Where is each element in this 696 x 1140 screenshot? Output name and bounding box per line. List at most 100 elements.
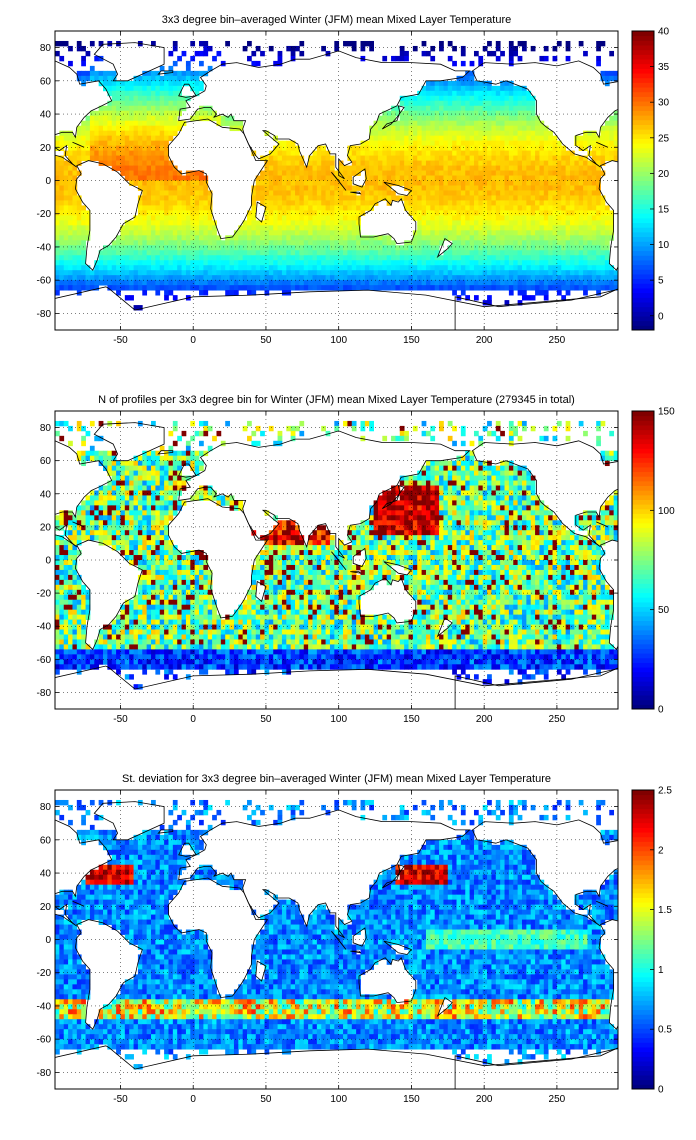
data-cell xyxy=(373,190,379,196)
data-cell xyxy=(325,230,331,236)
data-cell xyxy=(513,250,519,256)
data-cell xyxy=(133,115,139,122)
data-cell xyxy=(68,190,73,196)
data-cell xyxy=(417,210,422,216)
data-cell xyxy=(172,70,178,77)
data-cell xyxy=(447,105,453,112)
data-cell xyxy=(159,215,165,221)
data-cell xyxy=(596,55,601,62)
data-cell xyxy=(591,270,597,276)
data-cell xyxy=(129,225,134,231)
data-cell xyxy=(417,475,422,481)
data-cell xyxy=(539,150,545,156)
data-cell xyxy=(417,215,422,221)
data-cell xyxy=(465,255,471,261)
data-cell xyxy=(199,490,204,496)
data-cell xyxy=(473,175,479,181)
data-cell xyxy=(190,55,196,62)
colorbar-step xyxy=(632,91,654,97)
data-cell xyxy=(583,205,588,211)
data-cell xyxy=(478,230,484,236)
data-cell xyxy=(513,210,519,216)
data-cell xyxy=(404,240,409,246)
data-cell xyxy=(295,220,300,226)
data-cell xyxy=(430,105,436,112)
data-cell xyxy=(76,420,82,427)
data-cell xyxy=(443,90,449,97)
data-cell xyxy=(277,225,283,231)
data-cell xyxy=(94,115,100,122)
data-cell xyxy=(452,275,457,281)
data-cell xyxy=(281,205,287,211)
data-cell xyxy=(273,180,278,186)
data-cell xyxy=(356,265,361,271)
data-cell xyxy=(434,240,440,246)
data-cell xyxy=(447,210,453,216)
data-cell xyxy=(412,170,418,176)
data-cell xyxy=(81,125,86,132)
data-cell xyxy=(242,265,248,271)
data-cell xyxy=(177,450,182,457)
data-cell xyxy=(382,145,388,151)
data-cell xyxy=(325,205,331,211)
data-cell xyxy=(129,220,134,226)
data-cell xyxy=(517,495,523,501)
data-cell xyxy=(382,190,388,196)
data-cell xyxy=(107,285,113,291)
data-cell xyxy=(517,225,523,231)
data-cell xyxy=(159,190,165,196)
data-cell xyxy=(517,120,523,127)
data-cell xyxy=(85,450,91,457)
data-cell xyxy=(155,230,161,236)
data-cell xyxy=(412,145,418,151)
coastline xyxy=(178,83,197,98)
data-cell xyxy=(565,150,571,156)
data-cell xyxy=(443,155,449,161)
data-cell xyxy=(137,305,143,311)
data-cell xyxy=(452,475,457,481)
data-cell xyxy=(85,120,91,127)
data-cell xyxy=(281,190,287,196)
data-cell xyxy=(72,215,78,221)
colorbar-step xyxy=(632,217,654,224)
data-cell xyxy=(521,245,527,251)
data-cell xyxy=(81,225,86,231)
data-cell xyxy=(591,250,597,256)
data-cell xyxy=(55,40,60,47)
data-cell xyxy=(325,170,331,176)
data-cell xyxy=(168,250,174,256)
data-cell xyxy=(260,275,265,281)
data-cell xyxy=(417,470,422,476)
data-cell xyxy=(452,470,457,476)
data-cell xyxy=(255,240,261,246)
data-cell xyxy=(247,255,252,261)
data-cell xyxy=(395,280,401,286)
data-cell xyxy=(111,165,117,171)
data-cell xyxy=(508,150,514,156)
data-cell xyxy=(68,275,73,281)
data-cell xyxy=(596,250,601,256)
data-cell xyxy=(295,275,300,281)
data-cell xyxy=(465,155,471,161)
data-cell xyxy=(456,455,462,462)
data-cell xyxy=(452,105,457,112)
data-cell xyxy=(295,270,300,276)
data-cell xyxy=(430,480,436,486)
data-cell xyxy=(203,45,209,52)
data-cell xyxy=(264,200,270,206)
data-cell xyxy=(530,100,536,107)
data-cell xyxy=(190,275,196,281)
data-cell xyxy=(185,215,191,221)
data-cell xyxy=(85,225,91,231)
data-cell xyxy=(561,165,567,171)
data-cell xyxy=(233,240,239,246)
data-cell xyxy=(129,250,134,256)
data-cell xyxy=(399,175,405,181)
data-cell xyxy=(421,160,427,166)
data-cell xyxy=(360,285,366,291)
data-cell xyxy=(530,485,536,491)
data-cell xyxy=(478,220,484,226)
data-cell xyxy=(203,270,209,276)
colorbar-step xyxy=(632,306,654,312)
data-cell xyxy=(286,200,292,206)
